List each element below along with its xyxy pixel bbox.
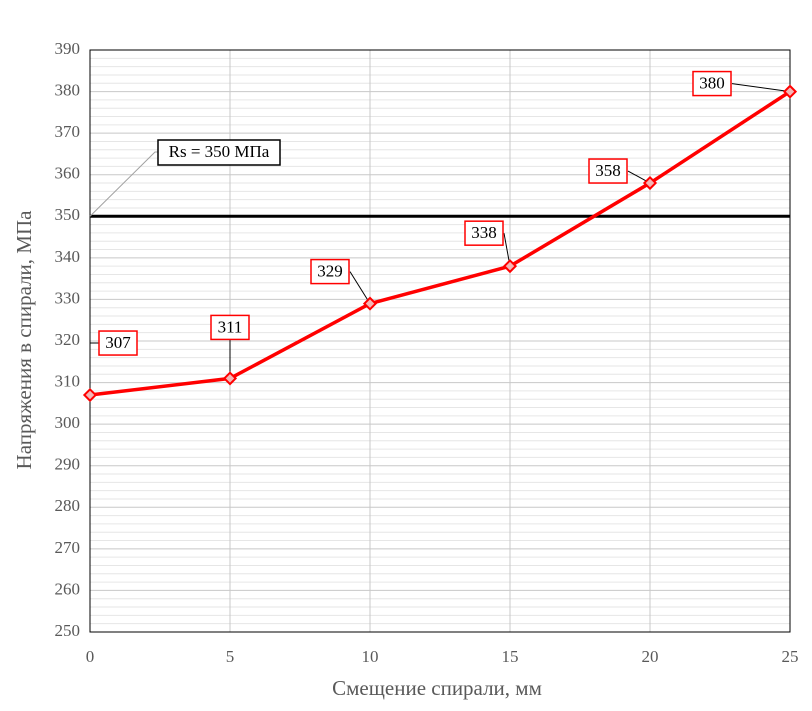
data-label-box [210, 314, 250, 341]
y-tick-label: 270 [55, 538, 81, 557]
point-marker [362, 296, 378, 311]
data-label: 311 [218, 317, 243, 336]
y-tick-label: 350 [55, 205, 81, 224]
data-label: 329 [317, 261, 343, 280]
data-label-box [98, 330, 138, 356]
data-label-box [692, 70, 732, 97]
x-tick-label: 0 [86, 647, 95, 666]
data-label: 338 [471, 223, 497, 242]
data-label-box [310, 258, 350, 285]
x-tick-label: 5 [226, 647, 235, 666]
plot-border [89, 49, 791, 633]
data-label-box [464, 220, 504, 246]
y-tick-label: 280 [55, 496, 81, 515]
y-tick-label: 320 [55, 330, 81, 349]
label-leader [731, 83, 791, 93]
leader-line [89, 151, 158, 217]
label-leader [349, 271, 371, 304]
y-tick-label: 250 [55, 621, 81, 640]
y-tick-label: 370 [55, 122, 81, 141]
annotation-box [157, 139, 281, 166]
data-label: 307 [105, 333, 131, 352]
y-tick-label: 380 [55, 80, 81, 99]
data-label: 380 [699, 73, 725, 92]
y-tick-label: 300 [55, 413, 81, 432]
y-tick-label: 330 [55, 288, 81, 307]
y-tick-label: 390 [55, 39, 81, 58]
label-leader [89, 342, 100, 396]
series-line [89, 90, 791, 397]
x-tick-label: 15 [502, 647, 519, 666]
y-tick-label: 340 [55, 247, 81, 266]
x-axis-title: Смещение спирали, мм [332, 676, 542, 700]
point-marker [642, 175, 658, 191]
point-marker [782, 84, 798, 99]
point-marker [502, 259, 518, 274]
data-label-box [588, 158, 628, 184]
y-tick-label: 310 [55, 371, 81, 390]
point-marker [222, 371, 238, 386]
y-tick-label: 360 [55, 164, 81, 183]
point-marker [82, 387, 98, 403]
x-tick-label: 10 [362, 647, 379, 666]
x-tick-label: 20 [642, 647, 659, 666]
annotation: Rs = 350 МПа [169, 142, 270, 161]
data-label: 358 [595, 161, 621, 180]
y-tick-label: 260 [55, 579, 81, 598]
y-axis-title: Напряжения в спирали, МПа [12, 210, 36, 470]
x-tick-label: 25 [782, 647, 799, 666]
y-tick-label: 290 [55, 455, 81, 474]
